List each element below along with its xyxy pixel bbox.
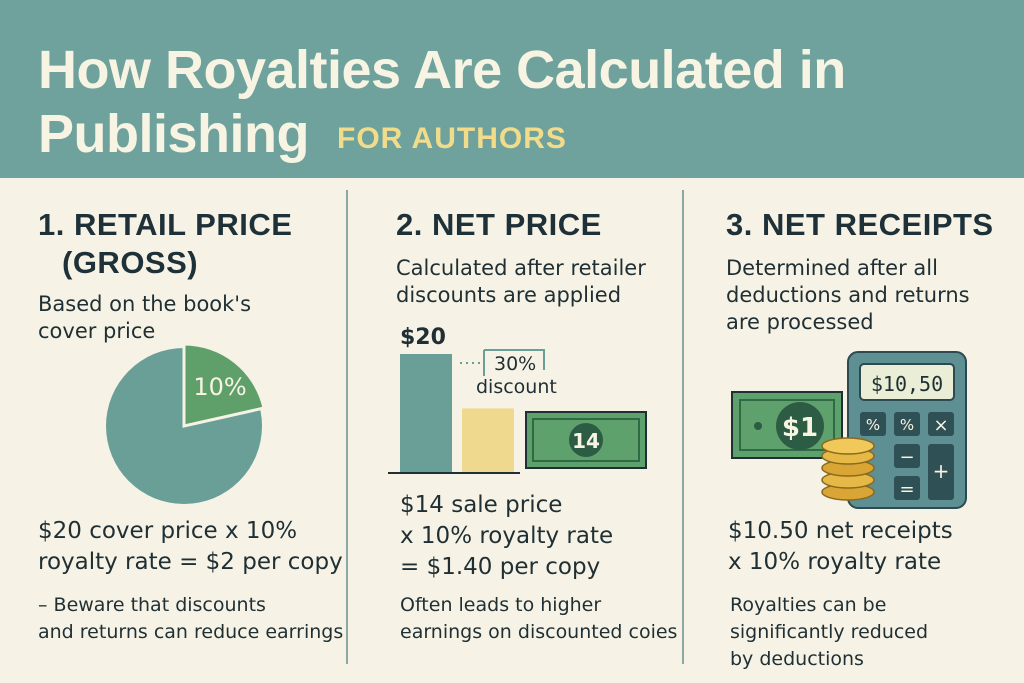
note-line: earnings on discounted coies <box>400 621 678 643</box>
header-banner: How Royalties Are Calculated in Publishi… <box>0 0 1024 178</box>
description-line: deductions and returns <box>726 283 970 307</box>
note-line: significantly reduced <box>730 621 929 643</box>
description-line: cover price <box>38 319 156 343</box>
note-line: by deductions <box>730 648 864 670</box>
calc-line: $10.50 net receipts <box>728 518 953 544</box>
calculator-key: + <box>933 459 950 483</box>
discount-word-label: discount <box>476 376 557 398</box>
calc-line: royalty rate = $2 per copy <box>38 549 343 575</box>
page-title: How Royalties Are Calculated in Publishi… <box>38 38 938 171</box>
page-subtitle: FOR AUTHORS <box>337 122 567 155</box>
column-description: Determined after all deductions and retu… <box>726 255 970 336</box>
calculator-key: × <box>933 415 948 436</box>
banknote-label: 14 <box>572 429 600 453</box>
description-line: are processed <box>726 310 874 334</box>
calculation-text: $20 cover price x 10% royalty rate = $2 … <box>38 516 343 578</box>
column-title-line: 1. RETAIL PRICE <box>38 207 293 242</box>
pie-slice-royalty <box>182 342 266 428</box>
banknote-label: $1 <box>782 413 818 443</box>
note-line: – Beware that discounts <box>38 594 266 616</box>
calculator-key: % <box>900 416 914 434</box>
column-title: 1. RETAIL PRICE (GROSS) <box>38 206 292 282</box>
calc-line: $14 sale price <box>400 492 563 518</box>
column-description: Calculated after retailer discounts are … <box>396 255 646 309</box>
note-line: and returns can reduce earrings <box>38 621 344 643</box>
pie-slice-label: 10% <box>193 373 246 401</box>
discount-bracket <box>483 349 545 376</box>
bar-discounted-price <box>462 408 514 472</box>
column-description: Based on the book's cover price <box>38 291 251 345</box>
description-line: Based on the book's <box>38 292 252 316</box>
column-divider <box>346 190 348 664</box>
column-title: 2. NET PRICE <box>396 207 602 242</box>
discount-bar-graphic: $20 30% discount 14 <box>388 325 647 474</box>
royalty-pie-chart: 10% <box>106 342 266 504</box>
note-text: Often leads to higher earnings on discou… <box>400 592 677 646</box>
title-line-1: How Royalties Are Calculated in <box>38 40 846 100</box>
calculation-text: $14 sale price x 10% royalty rate = $1.4… <box>400 490 613 583</box>
note-text: – Beware that discounts and returns can … <box>38 592 343 646</box>
calc-line: = $1.40 per copy <box>400 554 601 580</box>
calculator-icon: $10,50 % % × − + = <box>847 351 967 509</box>
description-line: Calculated after retailer <box>396 256 646 280</box>
column-title-line: (GROSS) <box>62 245 199 280</box>
title-line-2: Publishing <box>38 104 310 164</box>
calc-line: x 10% royalty rate <box>728 549 942 575</box>
calc-line: $20 cover price x 10% <box>38 518 298 544</box>
calculation-text: $10.50 net receipts x 10% royalty rate <box>728 516 953 578</box>
calc-line: x 10% royalty rate <box>400 523 614 549</box>
description-line: Determined after all <box>726 256 938 280</box>
column-title: 3. NET RECEIPTS <box>726 207 994 242</box>
note-line: Often leads to higher <box>400 594 602 616</box>
description-line: discounts are applied <box>396 283 622 307</box>
bar-full-label: $20 <box>400 325 446 350</box>
calculator-key: % <box>866 416 880 434</box>
calculator-key: − <box>899 447 914 468</box>
net-receipts-graphic: $1 $10,50 % % × − + = <box>731 351 967 509</box>
discount-pct-label: 30% <box>494 353 536 375</box>
bar-full-price <box>400 354 452 472</box>
calculator-key: = <box>899 479 914 500</box>
banknote-icon: 14 <box>525 411 647 469</box>
note-text: Royalties can be significantly reduced b… <box>730 592 928 673</box>
note-line: Royalties can be <box>730 594 887 616</box>
column-divider <box>682 190 684 664</box>
coins-stack-icon <box>821 437 875 501</box>
calculator-display: $10,50 <box>871 372 943 396</box>
